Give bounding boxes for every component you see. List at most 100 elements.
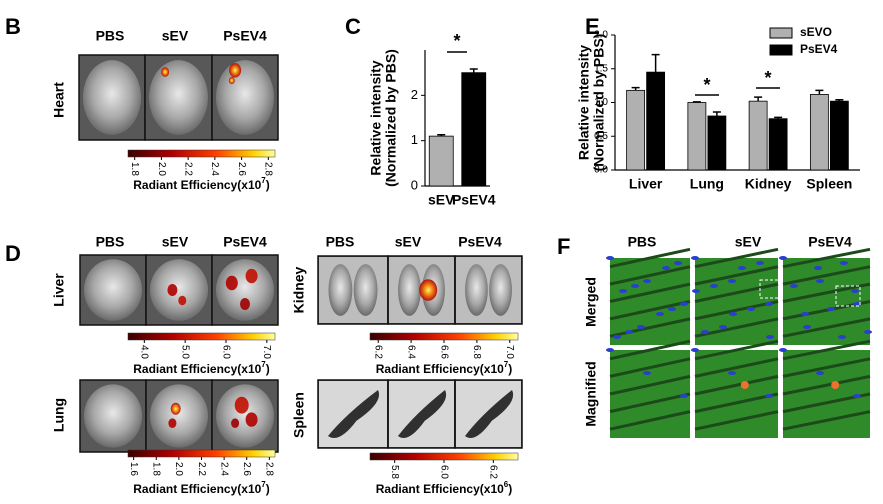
row-label: Heart	[51, 82, 67, 118]
signal	[245, 268, 258, 284]
nucleus	[765, 394, 773, 398]
colorbar-title-end: )	[266, 482, 270, 496]
organ	[215, 259, 275, 321]
colorbar-title-text: Radiant Efficiency(x10	[376, 482, 504, 496]
nucleus	[701, 330, 709, 334]
micrograph	[783, 258, 870, 345]
nucleus	[864, 330, 872, 334]
bar	[829, 100, 849, 171]
colorbar-title-text: Radiant Efficiency(x10	[133, 362, 261, 376]
nucleus	[814, 266, 822, 270]
micrograph	[610, 350, 690, 438]
colorbar-tick-label: 2.2	[196, 462, 207, 476]
fiber	[782, 265, 871, 286]
y-tick-label: 2.0	[594, 30, 608, 41]
fiber	[694, 282, 779, 303]
colorbar-tick-label: 2.6	[236, 162, 247, 176]
organ	[328, 264, 353, 316]
nucleus	[729, 312, 737, 316]
y-tick-label: 0.5	[594, 131, 608, 142]
nucleus	[853, 302, 861, 306]
nucleus	[680, 394, 688, 398]
y-tick-label: 2	[411, 87, 418, 102]
exosome	[740, 381, 749, 389]
column-label: sEV	[395, 234, 422, 250]
legend-swatch	[769, 44, 793, 56]
nucleus	[838, 335, 846, 339]
colorbar-tick-label: 6.0	[438, 465, 449, 479]
colorbar-title: Radiant Efficiency(x107)	[133, 480, 270, 496]
column-label: PsEV4	[223, 234, 267, 250]
nucleus	[840, 261, 848, 265]
nucleus	[662, 266, 670, 270]
organ	[149, 259, 209, 321]
fiber	[609, 410, 691, 431]
colorbar-title-end: )	[266, 178, 270, 192]
fiber	[782, 339, 871, 361]
nucleus	[816, 279, 824, 283]
fiber	[694, 374, 779, 396]
colorbar-title-end: )	[508, 482, 512, 496]
organ	[465, 264, 488, 316]
bar	[809, 94, 829, 171]
colorbar-tick-label: 4.0	[139, 345, 150, 359]
exosome	[831, 381, 840, 389]
signal	[234, 396, 249, 414]
signal	[167, 284, 178, 296]
y-tick-label: 0	[411, 177, 418, 192]
colorbar-title: Radiant Efficiency(x107)	[133, 176, 270, 192]
column-label: PsEV4	[458, 234, 502, 250]
fiber	[609, 265, 691, 286]
fiber	[609, 247, 691, 269]
nucleus	[691, 348, 699, 352]
micrograph	[783, 350, 870, 438]
colorbar-tick-label: 6.4	[405, 345, 416, 359]
colorbar-title-end: )	[266, 362, 270, 376]
signal	[178, 295, 187, 306]
organ	[83, 384, 143, 448]
organ	[215, 60, 275, 135]
nucleus	[637, 325, 645, 329]
colorbar-tick-label: 7.0	[261, 345, 272, 359]
signal	[228, 76, 235, 85]
organ	[215, 384, 275, 448]
fiber	[694, 410, 779, 431]
colorbar-tick-label: 1.8	[129, 162, 140, 176]
fiber	[694, 300, 779, 321]
nucleus	[710, 284, 718, 288]
fiber	[694, 339, 779, 361]
row-label: Kidney	[291, 266, 307, 313]
fiber	[782, 410, 871, 431]
significance: *	[453, 31, 460, 51]
colorbar-tick-label: 6.2	[488, 465, 499, 479]
signal	[170, 402, 181, 415]
organ	[398, 264, 421, 316]
row-label: Magnified	[583, 361, 599, 426]
y-tick-label: 1.5	[594, 63, 608, 74]
y-tick-label: 1	[411, 132, 418, 147]
bar	[428, 135, 454, 187]
error-bar	[712, 111, 721, 116]
colorbar-tick-label: 6.6	[438, 345, 449, 359]
x-tick-label: Spleen	[806, 176, 852, 192]
error-bar	[835, 99, 844, 102]
bar	[768, 118, 788, 171]
nucleus	[613, 335, 621, 339]
column-label: sEV	[735, 234, 762, 250]
colorbar-title: Radiant Efficiency(x107)	[133, 360, 270, 376]
nucleus	[851, 289, 859, 293]
nucleus	[801, 312, 809, 316]
nucleus	[766, 335, 774, 339]
row-label: (Normalized by PBS)	[383, 49, 399, 187]
colorbar-exponent: 7	[261, 360, 266, 369]
colorbar-tick-label: 7.0	[504, 345, 515, 359]
nucleus	[790, 284, 798, 288]
legend-swatch	[769, 27, 793, 39]
fiber	[782, 282, 871, 303]
nucleus	[853, 394, 861, 398]
nucleus	[765, 302, 773, 306]
fiber	[782, 357, 871, 378]
row-label: Relative intensity	[368, 60, 384, 175]
error-bar	[437, 134, 446, 137]
